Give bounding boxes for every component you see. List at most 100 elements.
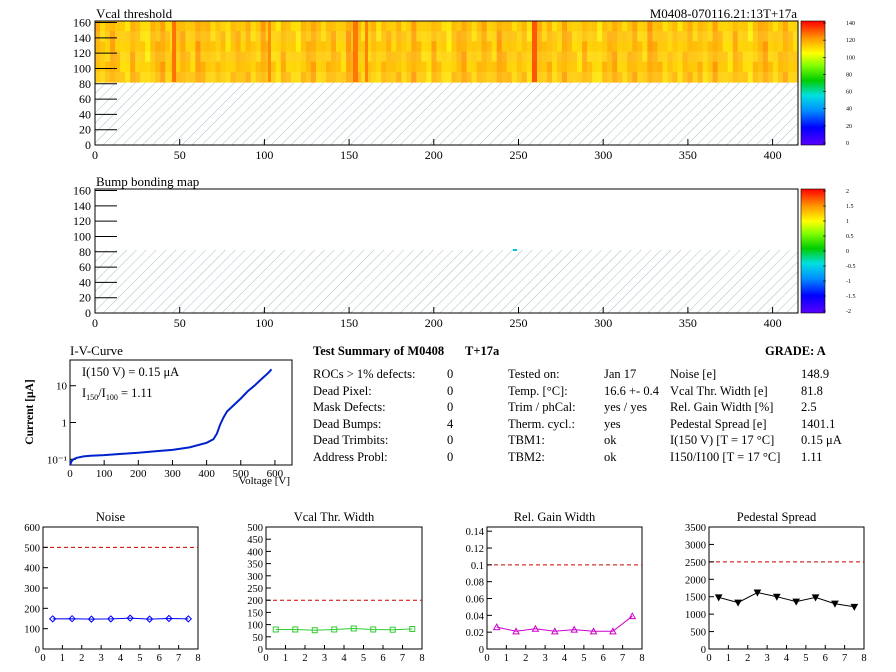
vcal-pixel-cell: [782, 31, 789, 42]
summary-value: 2.5: [801, 400, 817, 414]
vcal-pixel-cell: [767, 41, 774, 53]
vcal-pixel-cell: [722, 71, 729, 83]
vcal-pixel-cell: [732, 21, 739, 32]
vcal-pixel-cell: [677, 41, 684, 53]
vcal-pixel-cell: [792, 51, 799, 63]
vcal-pixel-cell: [642, 71, 648, 83]
vcal-pixel-cell: [667, 71, 674, 83]
vcal-pixel-cell: [787, 61, 794, 73]
vcal-pixel-cell: [732, 61, 739, 73]
vcal-pixel-cell: [692, 41, 699, 53]
map-y-tick-label: 60: [79, 260, 91, 274]
vcal-pixel-cell: [105, 61, 111, 73]
palette-tick-label: 0: [846, 141, 849, 147]
vcal-pixel-cell: [762, 71, 769, 83]
vcal-pixel-cell: [401, 71, 407, 83]
vcal-pixel-cell: [160, 61, 166, 73]
vcal-pixel-cell: [305, 31, 312, 42]
vcal-pixel-cell: [341, 51, 347, 63]
vcal-pixel-cell: [632, 51, 638, 63]
vcal-pixel-cell: [792, 71, 799, 83]
data-point: [184, 615, 193, 623]
vcal-pixel-cell: [110, 41, 116, 53]
summary-value: 0.15 μA: [801, 433, 842, 447]
vcal-pixel-cell: [260, 31, 267, 42]
iv-note-1: I(150 V) = 0.15 μA: [82, 365, 179, 379]
vcal-hot-column: [365, 21, 368, 82]
vcal-pixel-cell: [501, 31, 508, 42]
vcal-pixel-cell: [712, 51, 719, 63]
vcal-pixel-cell: [541, 71, 548, 83]
vcal-pixel-cell: [476, 31, 483, 42]
summary-label: Pedestal Spread [e]: [670, 416, 767, 431]
vcal-pixel-cell: [436, 21, 443, 32]
summary-value: 81.8: [801, 383, 823, 398]
vcal-pixel-cell: [556, 21, 563, 32]
palette-tick-label: 100: [846, 55, 855, 61]
vcal-pixel-cell: [617, 61, 623, 73]
vcal-pixel-cell: [441, 21, 448, 32]
vcal-pixel-cell: [325, 31, 332, 42]
vcal-pixel-cell: [285, 51, 292, 63]
vcal-pixel-cell: [496, 21, 503, 32]
y-tick-label: 3000: [685, 540, 706, 551]
vcal-pixel-cell: [245, 51, 252, 63]
vcal-pixel-cell: [577, 31, 583, 42]
iv-axes: 0 100 200 300 400 500 600 10⁻¹ 1 10: [47, 381, 284, 480]
test-summary: Test Summary of M0408 T+17a GRADE: A: [313, 343, 873, 361]
vcal-pixel-cell: [165, 51, 171, 63]
vcal-pixel-cell: [787, 41, 794, 53]
vcal-pixel-cell: [295, 21, 302, 32]
vcal-pixel-cell: [245, 71, 252, 83]
vcal-pixel-cell: [692, 71, 699, 83]
vcal-pixel-cell: [622, 21, 628, 32]
vcal-pixel-cell: [617, 31, 623, 42]
vcal-pixel-cell: [637, 51, 643, 63]
vcal-pixel-cell: [290, 51, 297, 63]
vcal-pixel-cell: [592, 31, 598, 42]
vcal-pixel-cell: [366, 41, 372, 53]
data-point: [107, 615, 115, 623]
map-x-tick-label: 400: [764, 316, 782, 330]
summary-label: ROCs > 1% defects:: [313, 367, 416, 381]
vcal-pixel-cell: [436, 51, 443, 63]
summary-label: Dead Bumps:: [313, 416, 382, 431]
summary-label: Dead Trimbits:: [313, 433, 389, 447]
vcal-pixel-cell: [426, 21, 433, 32]
summary-plot-title: Vcal Thr. Width: [294, 510, 375, 524]
data-point: [126, 614, 134, 622]
vcal-pixel-cell: [310, 41, 317, 53]
vcal-pixel-cell: [406, 31, 412, 42]
vcal-pixel-cell: [677, 21, 684, 32]
iv-x-tick-label: 600: [267, 468, 284, 480]
vcal-pixel-cell: [777, 71, 784, 83]
vcal-pixel-cell: [140, 61, 146, 73]
vcal-pixel-cell: [556, 41, 563, 53]
summary-row: Rel. Gain Width [%] 2.5: [670, 399, 870, 416]
vcal-pixel-cell: [441, 61, 448, 73]
y-tick-label: 0: [479, 645, 484, 656]
vcal-pixel-cell: [476, 51, 483, 63]
vcal-pixel-cell: [602, 71, 608, 83]
vcal-pixel-cell: [200, 71, 207, 83]
vcal-pixel-cell: [135, 51, 141, 63]
summary-plot-title: Pedestal Spread: [737, 510, 817, 524]
vcal-pixel-cell: [521, 31, 528, 42]
vcal-pixel-cell: [315, 51, 322, 63]
summary-value: yes: [604, 416, 621, 431]
module-id-label: M0408-070116.21:13T+17a: [650, 6, 798, 21]
vcal-pixel-cell: [391, 51, 397, 63]
data-point: [753, 589, 762, 597]
vcal-pixel-cell: [361, 31, 367, 42]
vcal-pixel-cell: [401, 31, 407, 42]
data-point: [850, 603, 859, 611]
vcal-pixel-cell: [220, 71, 227, 83]
vcal-pixel-cell: [150, 31, 156, 42]
vcal-pixel-cell: [747, 51, 754, 63]
summary-plot-frame: [42, 526, 199, 650]
vcal-pixel-cell: [792, 21, 799, 32]
vcal-pixel-cell: [511, 51, 518, 63]
vcal-pixel-cell: [677, 61, 684, 73]
y-tick-label: 2000: [685, 575, 706, 586]
